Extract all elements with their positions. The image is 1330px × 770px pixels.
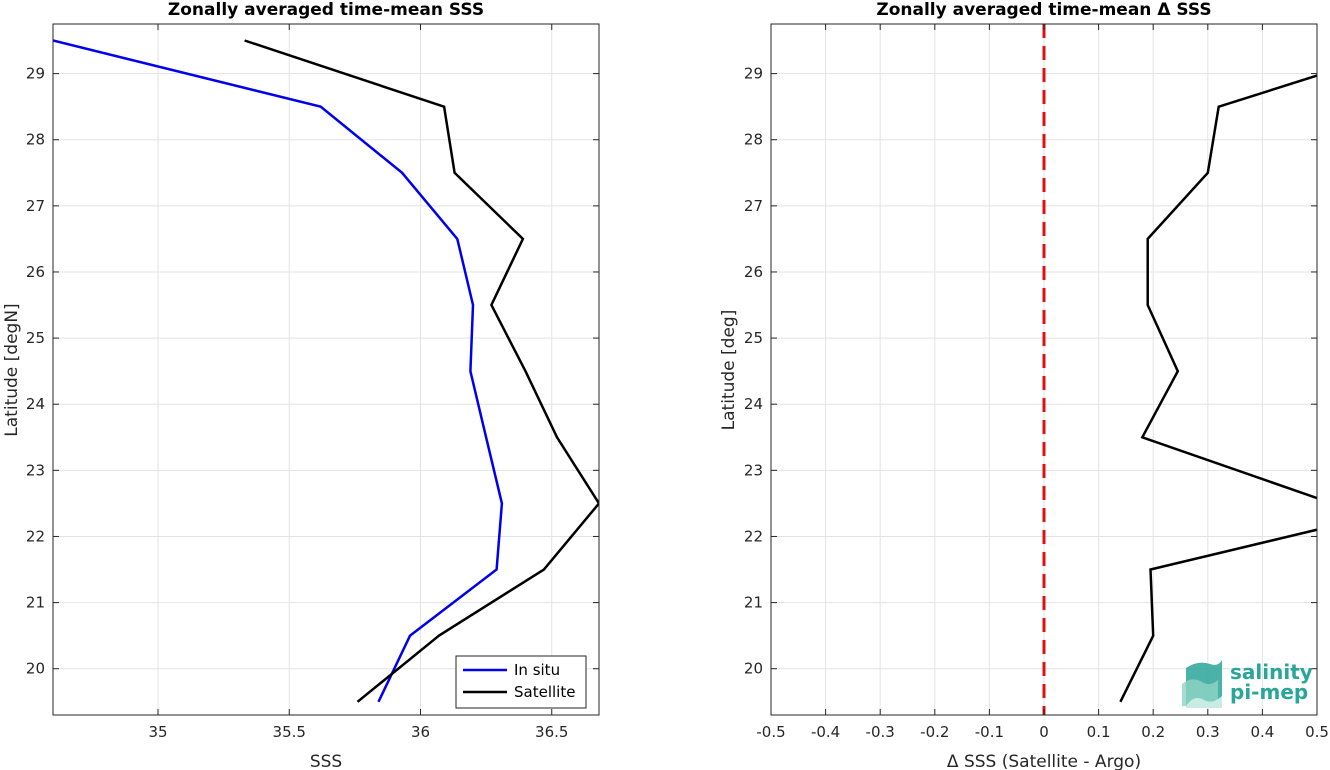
y-tick-label: 28 [26, 131, 45, 149]
y-axis-label: Latitude [degN] [2, 303, 22, 436]
y-tick-label: 21 [744, 594, 763, 612]
y-tick-label: 29 [26, 65, 45, 83]
y-tick-label: 24 [744, 395, 763, 413]
y-tick-label: 25 [26, 329, 45, 347]
delta-sss-line [1119, 74, 1317, 703]
x-tick-label: -0.5 [756, 723, 785, 741]
x-tick-label: -0.4 [811, 723, 840, 741]
tick-labels: -0.5 -0.4 -0.3 -0.2 -0.1 0 0.1 0.2 0.3 0.4 0.5 20 21… [744, 24, 1329, 741]
legend-label-in-situ: In situ [514, 661, 560, 679]
sss-profile-panel: Zonally averaged time-mean SSS 35 35.5 36 3… [2, 0, 600, 770]
wave-logo-icon [1182, 660, 1222, 708]
data-series [1042, 24, 1317, 715]
delta-sss-panel: Zonally averaged time-mean Δ SSS -0.5 -0.… [719, 0, 1329, 770]
y-tick-label: 23 [744, 461, 763, 479]
y-axis-label: Latitude [deg] [719, 310, 739, 431]
tick-labels: 35 35.5 36 36.5 20 21 22 23 24 25 26 27 28 29 [26, 24, 599, 741]
grid-lines [770, 24, 1318, 715]
y-tick-label: 26 [744, 263, 763, 281]
y-tick-label: 23 [26, 461, 45, 479]
y-tick-label: 25 [744, 329, 763, 347]
legend-label-satellite: Satellite [514, 683, 575, 701]
y-tick-label: 21 [26, 594, 45, 612]
grid-lines [53, 24, 599, 715]
x-tick-label: 0.2 [1141, 723, 1165, 741]
y-tick-label: 28 [744, 131, 763, 149]
x-tick-label: 0.4 [1250, 723, 1274, 741]
x-tick-label: -0.1 [975, 723, 1004, 741]
y-tick-label: 29 [744, 65, 763, 83]
x-tick-label: -0.3 [866, 723, 895, 741]
y-tick-label: 22 [26, 527, 45, 545]
legend: In situ Satellite [455, 655, 587, 709]
x-tick-label: 36.5 [535, 723, 568, 741]
x-axis-label: Δ SSS (Satellite - Argo) [947, 752, 1141, 770]
logo-text-pi-mep: pi-mep [1230, 680, 1308, 704]
logo-text-salinity: salinity [1230, 660, 1313, 684]
y-tick-label: 20 [26, 660, 45, 678]
y-tick-label: 20 [744, 660, 763, 678]
y-tick-label: 26 [26, 263, 45, 281]
legend-box [455, 655, 587, 709]
y-tick-label: 27 [26, 197, 45, 215]
axes-frame [52, 23, 600, 716]
x-tick-label: 0 [1039, 723, 1049, 741]
data-series [53, 39, 599, 703]
y-tick-label: 22 [744, 527, 763, 545]
x-tick-label: 0.3 [1196, 723, 1220, 741]
x-tick-label: -0.2 [920, 723, 949, 741]
y-tick-label: 24 [26, 395, 45, 413]
x-tick-label: 0.5 [1305, 723, 1329, 741]
satellite-line [244, 39, 599, 703]
chart-title: Zonally averaged time-mean SSS [168, 0, 484, 20]
y-tick-label: 27 [744, 197, 763, 215]
x-tick-label: 35 [148, 723, 167, 741]
salinity-pi-mep-logo: salinity pi-mep [1182, 660, 1313, 708]
x-tick-label: 35.5 [273, 723, 306, 741]
x-tick-label: 0.1 [1087, 723, 1111, 741]
x-tick-label: 36 [411, 723, 430, 741]
in-situ-line [53, 39, 504, 703]
x-axis-label: SSS [310, 752, 342, 770]
chart-title: Zonally averaged time-mean Δ SSS [876, 0, 1211, 20]
